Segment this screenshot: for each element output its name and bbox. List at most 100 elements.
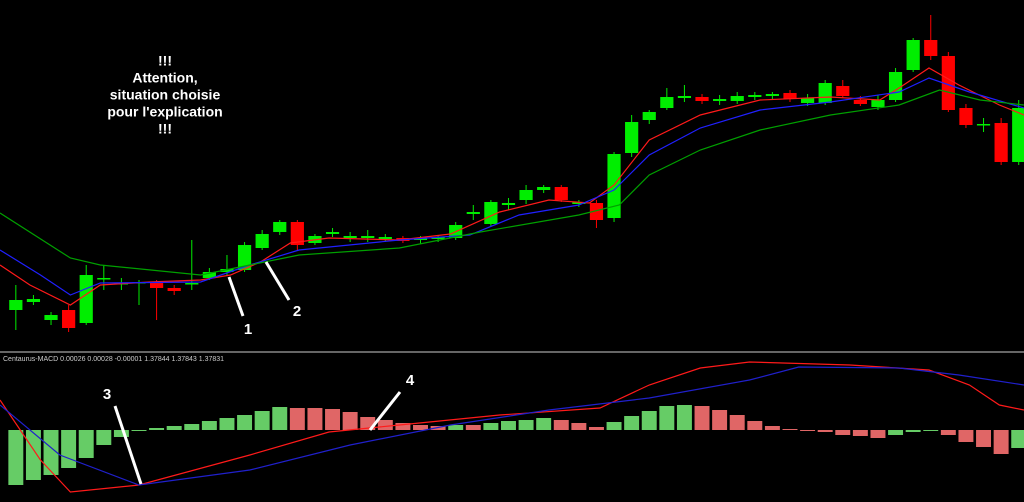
histogram-bar bbox=[923, 430, 939, 431]
notice: !!! bbox=[158, 53, 172, 69]
notice: situation choisie bbox=[110, 87, 221, 103]
candle-body bbox=[871, 100, 885, 107]
candle-body bbox=[149, 283, 164, 288]
candle-body bbox=[325, 232, 340, 234]
candle-body bbox=[748, 95, 762, 97]
candle-body bbox=[906, 40, 920, 70]
candle-body bbox=[501, 203, 516, 205]
candle-body bbox=[202, 272, 216, 278]
notice: pour l'explication bbox=[107, 104, 222, 120]
notice: !!! bbox=[158, 121, 172, 137]
candle-body bbox=[79, 275, 93, 323]
histogram-bar bbox=[131, 430, 147, 431]
pointer bbox=[227, 276, 245, 317]
histogram-bar bbox=[43, 430, 59, 475]
candle-body bbox=[976, 124, 991, 126]
indicator-line bbox=[0, 361, 1024, 493]
histogram-bar bbox=[289, 408, 305, 430]
histogram-bar bbox=[694, 406, 710, 430]
histogram-bar bbox=[501, 421, 516, 430]
candle-body bbox=[800, 98, 815, 103]
pointer bbox=[264, 261, 291, 301]
histogram-bar bbox=[993, 430, 1009, 454]
candle-body bbox=[677, 96, 692, 98]
histogram-bar bbox=[905, 430, 921, 432]
histogram-bar bbox=[800, 430, 816, 431]
candle-body bbox=[361, 236, 375, 238]
candle-body bbox=[62, 310, 76, 328]
candle-body bbox=[9, 300, 23, 310]
candle-body bbox=[660, 97, 674, 108]
candle-body bbox=[783, 93, 797, 99]
histogram-bar bbox=[888, 430, 904, 435]
indicator-label: Centaurus-MACD 0.00026 0.00028 -0.00001 … bbox=[3, 356, 224, 363]
histogram-bar bbox=[958, 430, 974, 442]
candle-body bbox=[994, 123, 1008, 162]
candle-body bbox=[941, 56, 955, 110]
histogram-bar bbox=[325, 409, 341, 430]
histogram-bar bbox=[571, 423, 587, 430]
candle-body bbox=[519, 190, 533, 200]
candle-body bbox=[255, 234, 269, 248]
indicator-line bbox=[0, 89, 1024, 276]
histogram-bar bbox=[817, 430, 833, 432]
candle-body bbox=[730, 96, 744, 101]
candle-body bbox=[220, 269, 234, 272]
candle-body bbox=[818, 83, 832, 103]
indicator-line bbox=[0, 77, 1024, 296]
indicator-line bbox=[0, 67, 1024, 306]
candle-body bbox=[237, 245, 252, 270]
candle-body bbox=[589, 203, 604, 220]
candle-body bbox=[185, 283, 199, 285]
candle-body bbox=[343, 236, 357, 238]
histogram-bar bbox=[465, 425, 481, 430]
candle-body bbox=[167, 288, 181, 291]
pointer bbox=[368, 391, 402, 431]
histogram-bar bbox=[61, 430, 77, 468]
histogram-bar bbox=[96, 430, 112, 445]
histogram-bar bbox=[1011, 430, 1024, 448]
histogram-bar bbox=[448, 425, 464, 430]
candle-body bbox=[836, 86, 850, 96]
histogram-bar bbox=[201, 421, 217, 430]
candle-body bbox=[484, 202, 498, 224]
histogram-bar bbox=[835, 430, 851, 435]
histogram-bar bbox=[272, 407, 288, 430]
histogram-bar bbox=[782, 429, 798, 430]
histogram-bar bbox=[624, 416, 640, 430]
candle-body bbox=[554, 187, 568, 200]
histogram-bar bbox=[729, 415, 745, 430]
histogram-bar bbox=[237, 415, 253, 430]
indicator-line bbox=[0, 366, 1024, 486]
histogram-bar bbox=[377, 420, 393, 430]
annotation: 3 bbox=[103, 386, 111, 403]
candle-body bbox=[44, 315, 58, 320]
histogram-bar bbox=[712, 410, 728, 430]
notice: Attention, bbox=[132, 70, 197, 86]
histogram-bar bbox=[553, 420, 569, 430]
candle-body bbox=[537, 187, 551, 190]
histogram-bar bbox=[25, 430, 41, 480]
histogram-bar bbox=[307, 408, 323, 430]
histogram-bar bbox=[976, 430, 992, 447]
candle-body bbox=[1012, 108, 1024, 162]
candle-body bbox=[713, 99, 727, 101]
candle-body bbox=[765, 94, 779, 96]
histogram-bar bbox=[870, 430, 886, 438]
histogram-bar bbox=[764, 426, 780, 430]
histogram-bar bbox=[536, 418, 552, 430]
histogram-bar bbox=[149, 428, 165, 430]
pointer bbox=[113, 405, 143, 485]
histogram-bar bbox=[166, 426, 182, 430]
candle-body bbox=[959, 108, 973, 125]
candle-body bbox=[378, 237, 392, 239]
histogram-bar bbox=[78, 430, 94, 458]
candle-body bbox=[642, 112, 656, 120]
histogram-bar bbox=[342, 412, 358, 430]
candle-body bbox=[572, 202, 586, 204]
annotation: 4 bbox=[406, 372, 415, 389]
candle-body bbox=[924, 40, 938, 56]
histogram-bar bbox=[219, 418, 235, 430]
histogram-bar bbox=[254, 411, 270, 430]
histogram-bar bbox=[8, 430, 24, 485]
